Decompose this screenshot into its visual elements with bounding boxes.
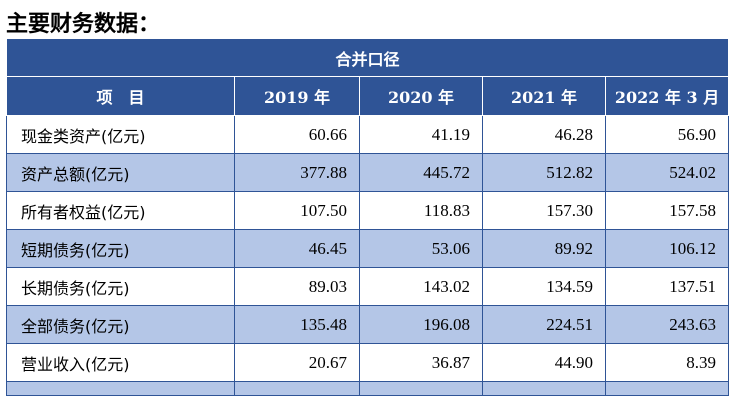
table-cell: 89.92	[482, 229, 606, 268]
column-header-2022-mar: 2022 年 3 月	[604, 76, 730, 116]
table-row: 所有者权益(亿元) 107.50 118.83 157.30 157.58	[6, 191, 730, 230]
table-cell: 53.06	[359, 229, 483, 268]
table-cell: 46.28	[482, 115, 606, 154]
row-label: 现金类资产(亿元)	[6, 115, 235, 154]
table-cell: 60.66	[234, 115, 360, 154]
table-cell: 143.02	[359, 267, 483, 306]
table-row: 短期债务(亿元) 46.45 53.06 89.92 106.12	[6, 229, 730, 268]
row-label: 短期债务(亿元)	[6, 229, 235, 268]
table-cell: 36.87	[359, 343, 483, 382]
column-header-2019: 2019 年	[234, 76, 360, 116]
column-header-item: 项 目	[6, 76, 235, 116]
table-row: 长期债务(亿元) 89.03 143.02 134.59 137.51	[6, 267, 730, 306]
table-cell: 196.08	[359, 305, 483, 344]
table-cell: 524.02	[604, 153, 730, 192]
table-cell: 118.83	[359, 191, 483, 230]
table-cell-empty	[604, 381, 730, 396]
table-cell: 157.58	[604, 191, 730, 230]
table-row-cut-off	[6, 381, 730, 396]
table-cell-empty	[482, 381, 606, 396]
table-cell: 56.90	[604, 115, 730, 154]
page-title: 主要财务数据：	[6, 12, 161, 37]
table-row: 资产总额(亿元) 377.88 445.72 512.82 524.02	[6, 153, 730, 192]
table-cell: 445.72	[359, 153, 483, 192]
financial-data-table-container: 合并口径 项 目 2019 年 2020 年 2021 年 2022 年 3 月…	[5, 38, 730, 396]
row-label: 营业收入(亿元)	[6, 343, 235, 382]
table-cell-empty	[234, 381, 360, 396]
row-label: 长期债务(亿元)	[6, 267, 235, 306]
table-cell-empty	[359, 381, 483, 396]
table-row: 现金类资产(亿元) 60.66 41.19 46.28 56.90	[6, 115, 730, 154]
table-cell: 512.82	[482, 153, 606, 192]
table-cell: 157.30	[482, 191, 606, 230]
table-cell: 20.67	[234, 343, 360, 382]
table-cell: 107.50	[234, 191, 360, 230]
table-cell: 377.88	[234, 153, 360, 192]
table-cell: 106.12	[604, 229, 730, 268]
column-header-2020: 2020 年	[359, 76, 483, 116]
row-label: 全部债务(亿元)	[6, 305, 235, 344]
table-cell: 137.51	[604, 267, 730, 306]
group-header-row: 合并口径	[5, 38, 730, 77]
table-cell: 224.51	[482, 305, 606, 344]
table-cell: 44.90	[482, 343, 606, 382]
financial-data-table: 合并口径 项 目 2019 年 2020 年 2021 年 2022 年 3 月…	[5, 38, 730, 396]
column-header-2021: 2021 年	[482, 76, 606, 116]
table-cell: 135.48	[234, 305, 360, 344]
table-row: 营业收入(亿元) 20.67 36.87 44.90 8.39	[6, 343, 730, 382]
table-cell: 41.19	[359, 115, 483, 154]
column-header-row: 项 目 2019 年 2020 年 2021 年 2022 年 3 月	[6, 76, 730, 116]
row-label: 资产总额(亿元)	[6, 153, 235, 192]
table-cell: 134.59	[482, 267, 606, 306]
table-cell-empty	[6, 381, 235, 396]
table-cell: 89.03	[234, 267, 360, 306]
row-label: 所有者权益(亿元)	[6, 191, 235, 230]
group-header-consolidated: 合并口径	[5, 38, 730, 77]
table-cell: 8.39	[604, 343, 730, 382]
table-row: 全部债务(亿元) 135.48 196.08 224.51 243.63	[6, 305, 730, 344]
table-cell: 243.63	[604, 305, 730, 344]
table-cell: 46.45	[234, 229, 360, 268]
